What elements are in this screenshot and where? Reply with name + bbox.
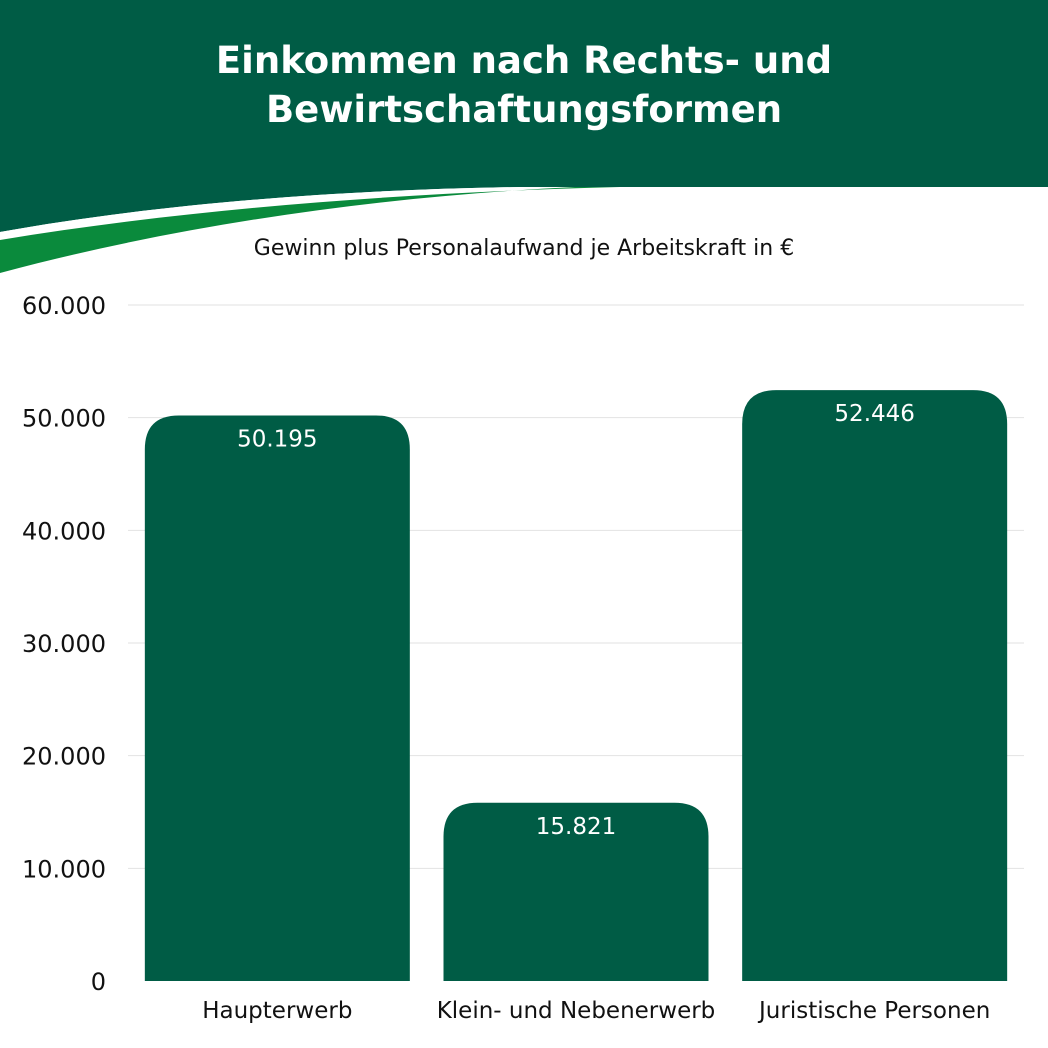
chart-title-line-2: Bewirtschaftungsformen <box>265 88 783 131</box>
x-tick-label: Klein- und Nebenerwerb <box>437 998 716 1024</box>
chart-subtitle: Gewinn plus Personalaufwand je Arbeitskr… <box>253 236 795 261</box>
header-white-swoosh <box>0 187 620 240</box>
y-tick-label: 50.000 <box>22 405 106 433</box>
x-tick-label: Juristische Personen <box>757 998 990 1024</box>
y-tick-label: 60.000 <box>22 292 106 320</box>
bar <box>742 390 1008 981</box>
y-tick-label: 20.000 <box>22 743 106 771</box>
y-tick-label: 30.000 <box>22 630 106 658</box>
y-tick-label: 10.000 <box>22 855 106 883</box>
header-background <box>0 0 1048 232</box>
y-tick-label: 40.000 <box>22 517 106 545</box>
bar <box>443 802 709 981</box>
bar-value-label: 15.821 <box>536 814 616 840</box>
x-tick-label: Haupterwerb <box>202 998 352 1024</box>
bar-value-label: 50.195 <box>237 426 317 452</box>
header-green-swoosh <box>0 187 620 273</box>
chart-title: Einkommen nach Rechts- und Bewirtschaftu… <box>124 36 924 134</box>
chart-title-line-1: Einkommen nach Rechts- und <box>215 39 833 82</box>
bar-value-label: 52.446 <box>834 401 914 427</box>
bar <box>144 415 410 981</box>
header-banner <box>0 0 1048 273</box>
y-tick-label: 0 <box>91 968 106 996</box>
